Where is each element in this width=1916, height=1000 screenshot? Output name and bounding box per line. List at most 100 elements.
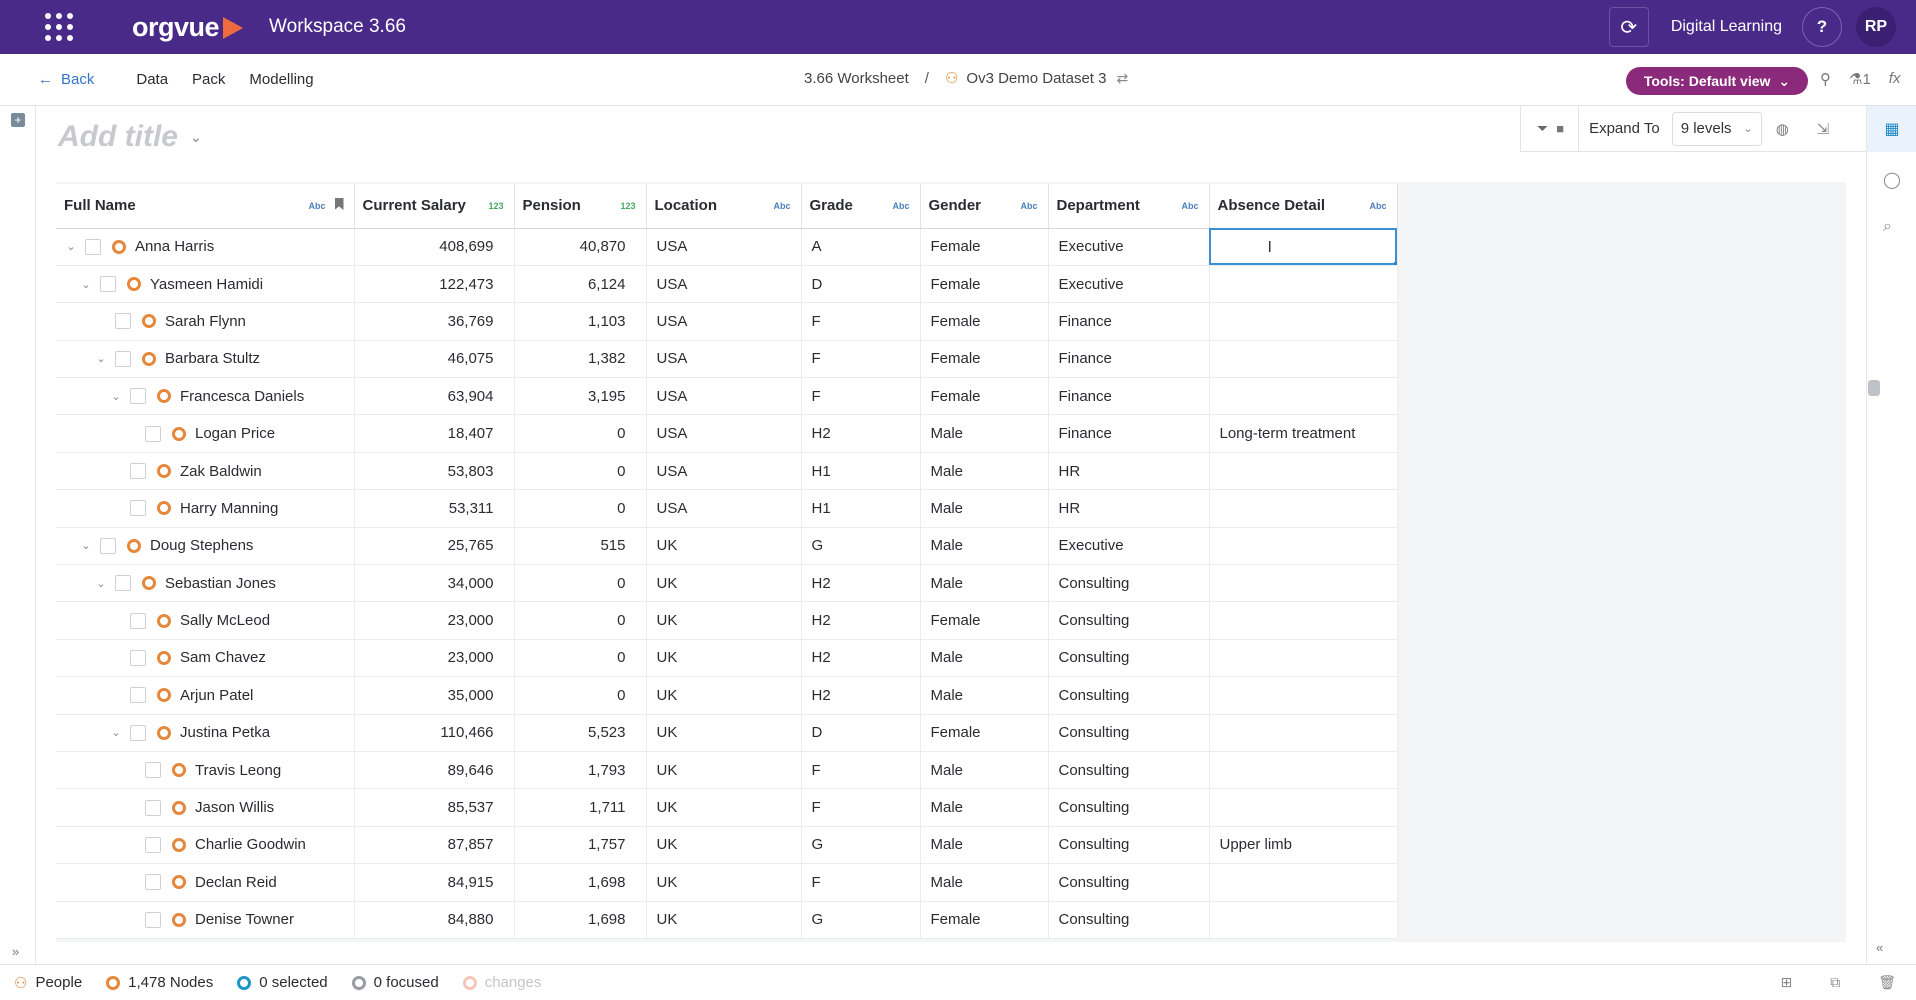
gender-cell[interactable]: Female — [920, 714, 1049, 752]
column-header-department[interactable]: Department Abc — [1048, 184, 1210, 229]
absence-detail-cell[interactable] — [1209, 601, 1398, 640]
name-cell[interactable]: ⌄Harry Manning — [56, 489, 355, 528]
department-cell[interactable]: Consulting — [1048, 788, 1210, 827]
absence-detail-cell[interactable] — [1209, 639, 1398, 678]
help-button[interactable]: ? — [1802, 7, 1842, 47]
location-cell[interactable]: USA — [646, 414, 802, 453]
location-cell[interactable]: UK — [646, 639, 802, 678]
gender-cell[interactable]: Female — [920, 377, 1049, 416]
column-header-location[interactable]: Location Abc — [646, 184, 802, 229]
department-cell[interactable]: Finance — [1048, 377, 1210, 416]
department-cell[interactable]: Consulting — [1048, 714, 1210, 752]
gender-cell[interactable]: Male — [920, 826, 1049, 865]
table-row[interactable]: ⌄Sam Chavez 23,000 0 UK H2 Male Consulting — [56, 639, 1398, 678]
nodes-status[interactable]: 1,478 Nodes — [106, 974, 213, 991]
location-cell[interactable]: UK — [646, 564, 802, 603]
fill-handle[interactable] — [1393, 261, 1396, 265]
name-cell[interactable]: ⌄ Doug Stephens — [56, 527, 355, 566]
gender-cell[interactable]: Female — [920, 302, 1049, 341]
current-salary-cell[interactable]: 35,000 — [354, 676, 515, 715]
location-cell[interactable]: USA — [646, 377, 802, 416]
expand-left-icon[interactable]: » — [12, 944, 20, 959]
column-header-full-name[interactable]: Full Name Abc — [56, 184, 355, 229]
pension-cell[interactable]: 1,711 — [514, 788, 647, 827]
location-cell[interactable]: UK — [646, 863, 802, 902]
row-checkbox[interactable] — [115, 575, 131, 592]
pension-cell[interactable]: 6,124 — [514, 265, 647, 304]
department-cell[interactable]: Consulting — [1048, 564, 1210, 603]
gender-cell[interactable]: Male — [920, 414, 1049, 453]
absence-detail-cell[interactable] — [1209, 714, 1398, 752]
row-checkbox[interactable] — [130, 388, 146, 405]
current-salary-cell[interactable]: 53,311 — [354, 489, 515, 528]
pension-cell[interactable]: 3,195 — [514, 377, 647, 416]
table-row[interactable]: ⌄Declan Reid 84,915 1,698 UK F Male Consulting — [56, 863, 1398, 902]
nav-pack[interactable]: Pack — [192, 71, 226, 88]
table-row[interactable]: ⌄ Justina Petka 110,466 5,523 UK D Female Consu… — [56, 714, 1398, 752]
name-cell[interactable]: ⌄Jason Willis — [56, 788, 355, 827]
pension-cell[interactable]: 0 — [514, 489, 647, 528]
location-cell[interactable]: USA — [646, 489, 802, 528]
gender-cell[interactable]: Female — [920, 340, 1049, 379]
table-row[interactable]: ⌄Charlie Goodwin 87,857 1,757 UK G Male Consul… — [56, 826, 1398, 865]
department-cell[interactable]: Consulting — [1048, 601, 1210, 640]
tools-view-button[interactable]: Tools: Default view ⌄ — [1626, 67, 1808, 95]
gender-cell[interactable]: Female — [920, 228, 1049, 266]
current-salary-cell[interactable]: 87,857 — [354, 826, 515, 865]
row-checkbox[interactable] — [145, 762, 161, 779]
expand-chevron-icon[interactable]: ⌄ — [111, 727, 121, 740]
department-cell[interactable]: HR — [1048, 452, 1210, 491]
row-checkbox[interactable] — [115, 350, 131, 367]
row-checkbox[interactable] — [100, 276, 116, 293]
focused-status[interactable]: 0 focused — [351, 974, 439, 991]
current-salary-cell[interactable]: 23,000 — [354, 639, 515, 678]
name-cell[interactable]: ⌄Declan Reid — [56, 863, 355, 902]
chevron-down-icon[interactable]: ⌄ — [190, 128, 202, 145]
row-checkbox[interactable] — [130, 724, 146, 741]
location-cell[interactable]: UK — [646, 527, 802, 566]
pension-cell[interactable]: 1,698 — [514, 863, 647, 902]
grade-cell[interactable]: F — [801, 302, 921, 341]
pension-cell[interactable]: 5,523 — [514, 714, 647, 752]
grade-cell[interactable]: H2 — [801, 601, 921, 640]
pension-cell[interactable]: 0 — [514, 414, 647, 453]
grade-cell[interactable]: A — [801, 228, 921, 266]
department-cell[interactable]: Consulting — [1048, 863, 1210, 902]
name-cell[interactable]: ⌄Sally McLeod — [56, 601, 355, 640]
table-row[interactable]: ⌄ Sebastian Jones 34,000 0 UK H2 Male Consultin… — [56, 564, 1398, 603]
location-cell[interactable]: USA — [646, 228, 802, 266]
pension-cell[interactable]: 0 — [514, 564, 647, 603]
table-row[interactable]: ⌄Denise Towner 84,880 1,698 UK G Female Consul… — [56, 901, 1398, 939]
pin-icon[interactable]: ⚲ — [1820, 71, 1831, 88]
expand-chevron-icon[interactable]: ⌄ — [66, 241, 76, 254]
grade-cell[interactable]: H2 — [801, 639, 921, 678]
column-header-current-salary[interactable]: Current Salary 123 — [354, 184, 515, 229]
absence-detail-cell[interactable] — [1209, 751, 1398, 790]
row-checkbox[interactable] — [145, 911, 161, 928]
current-salary-cell[interactable]: 89,646 — [354, 751, 515, 790]
current-salary-cell[interactable]: 36,769 — [354, 302, 515, 341]
gender-cell[interactable]: Male — [920, 489, 1049, 528]
table-row[interactable]: ⌄Arjun Patel 35,000 0 UK H2 Male Consulting — [56, 676, 1398, 715]
back-button[interactable]: ← Back — [38, 71, 94, 88]
name-cell[interactable]: ⌄ Francesca Daniels — [56, 377, 355, 416]
pension-cell[interactable]: 1,698 — [514, 901, 647, 939]
row-checkbox[interactable] — [130, 687, 146, 704]
name-cell[interactable]: ⌄ Barbara Stultz — [56, 340, 355, 379]
location-cell[interactable]: UK — [646, 601, 802, 640]
duplicate-icon[interactable]: ⧉ — [1830, 974, 1841, 990]
table-row[interactable]: ⌄Sarah Flynn 36,769 1,103 USA F Female Finance — [56, 302, 1398, 341]
location-cell[interactable]: USA — [646, 265, 802, 304]
row-checkbox[interactable] — [145, 874, 161, 891]
pension-cell[interactable]: 1,382 — [514, 340, 647, 379]
grade-cell[interactable]: H2 — [801, 564, 921, 603]
row-checkbox[interactable] — [130, 649, 146, 666]
gender-cell[interactable]: Male — [920, 751, 1049, 790]
nav-modelling[interactable]: Modelling — [249, 71, 314, 88]
department-cell[interactable]: Consulting — [1048, 901, 1210, 939]
department-cell[interactable]: Finance — [1048, 414, 1210, 453]
row-checkbox[interactable] — [100, 537, 116, 554]
add-title-field[interactable]: Add title ⌄ — [58, 120, 202, 154]
name-cell[interactable]: ⌄ Justina Petka — [56, 714, 355, 752]
department-cell[interactable]: Finance — [1048, 302, 1210, 341]
